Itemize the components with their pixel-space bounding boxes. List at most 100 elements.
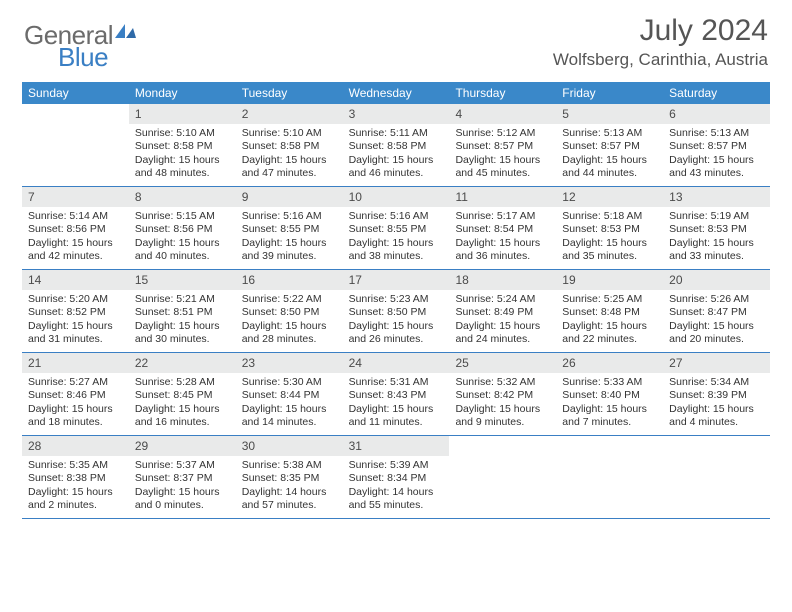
daylight1-text: Daylight: 15 hours (669, 403, 764, 416)
daylight2-text: and 20 minutes. (669, 333, 764, 346)
daylight2-text: and 40 minutes. (135, 250, 230, 263)
sunrise-text: Sunrise: 5:22 AM (242, 293, 337, 306)
calendar-cell: 15Sunrise: 5:21 AMSunset: 8:51 PMDayligh… (129, 270, 236, 352)
sunrise-text: Sunrise: 5:19 AM (669, 210, 764, 223)
day-number: 2 (236, 104, 343, 124)
calendar-cell: 17Sunrise: 5:23 AMSunset: 8:50 PMDayligh… (343, 270, 450, 352)
sunrise-text: Sunrise: 5:39 AM (349, 459, 444, 472)
sunrise-text: Sunrise: 5:14 AM (28, 210, 123, 223)
sunrise-text: Sunrise: 5:15 AM (135, 210, 230, 223)
sunset-text: Sunset: 8:55 PM (349, 223, 444, 236)
weekday-header-row: Sunday Monday Tuesday Wednesday Thursday… (22, 82, 770, 104)
calendar-cell: 11Sunrise: 5:17 AMSunset: 8:54 PMDayligh… (449, 187, 556, 269)
day-number: 28 (22, 436, 129, 456)
daylight1-text: Daylight: 15 hours (242, 154, 337, 167)
sunset-text: Sunset: 8:37 PM (135, 472, 230, 485)
daylight1-text: Daylight: 15 hours (28, 403, 123, 416)
calendar-cell: 23Sunrise: 5:30 AMSunset: 8:44 PMDayligh… (236, 353, 343, 435)
cell-body: Sunrise: 5:24 AMSunset: 8:49 PMDaylight:… (449, 290, 556, 352)
sunset-text: Sunset: 8:58 PM (242, 140, 337, 153)
cell-body (449, 442, 556, 450)
calendar-cell: 7Sunrise: 5:14 AMSunset: 8:56 PMDaylight… (22, 187, 129, 269)
cell-body: Sunrise: 5:10 AMSunset: 8:58 PMDaylight:… (236, 124, 343, 186)
day-number: 21 (22, 353, 129, 373)
daylight2-text: and 22 minutes. (562, 333, 657, 346)
cell-body: Sunrise: 5:16 AMSunset: 8:55 PMDaylight:… (343, 207, 450, 269)
daylight2-text: and 33 minutes. (669, 250, 764, 263)
calendar-cell (663, 436, 770, 518)
sunrise-text: Sunrise: 5:27 AM (28, 376, 123, 389)
sunrise-text: Sunrise: 5:11 AM (349, 127, 444, 140)
weekday-header: Monday (129, 82, 236, 104)
weekday-header: Wednesday (343, 82, 450, 104)
day-number: 5 (556, 104, 663, 124)
daylight1-text: Daylight: 15 hours (562, 237, 657, 250)
cell-body: Sunrise: 5:21 AMSunset: 8:51 PMDaylight:… (129, 290, 236, 352)
day-number: 26 (556, 353, 663, 373)
daylight1-text: Daylight: 15 hours (28, 486, 123, 499)
cell-body: Sunrise: 5:16 AMSunset: 8:55 PMDaylight:… (236, 207, 343, 269)
daylight1-text: Daylight: 15 hours (242, 403, 337, 416)
sunrise-text: Sunrise: 5:28 AM (135, 376, 230, 389)
sunset-text: Sunset: 8:45 PM (135, 389, 230, 402)
daylight2-text: and 35 minutes. (562, 250, 657, 263)
sunset-text: Sunset: 8:57 PM (562, 140, 657, 153)
daylight2-text: and 47 minutes. (242, 167, 337, 180)
sunset-text: Sunset: 8:56 PM (135, 223, 230, 236)
cell-body (22, 110, 129, 118)
sunrise-text: Sunrise: 5:13 AM (669, 127, 764, 140)
sunset-text: Sunset: 8:58 PM (135, 140, 230, 153)
cell-body: Sunrise: 5:38 AMSunset: 8:35 PMDaylight:… (236, 456, 343, 518)
cell-body: Sunrise: 5:17 AMSunset: 8:54 PMDaylight:… (449, 207, 556, 269)
cell-body: Sunrise: 5:14 AMSunset: 8:56 PMDaylight:… (22, 207, 129, 269)
calendar-cell: 9Sunrise: 5:16 AMSunset: 8:55 PMDaylight… (236, 187, 343, 269)
calendar-cell: 31Sunrise: 5:39 AMSunset: 8:34 PMDayligh… (343, 436, 450, 518)
daylight1-text: Daylight: 15 hours (28, 237, 123, 250)
day-number: 13 (663, 187, 770, 207)
cell-body: Sunrise: 5:13 AMSunset: 8:57 PMDaylight:… (663, 124, 770, 186)
daylight2-text: and 16 minutes. (135, 416, 230, 429)
sunrise-text: Sunrise: 5:24 AM (455, 293, 550, 306)
sunset-text: Sunset: 8:58 PM (349, 140, 444, 153)
day-number: 25 (449, 353, 556, 373)
daylight1-text: Daylight: 15 hours (562, 403, 657, 416)
cell-body: Sunrise: 5:19 AMSunset: 8:53 PMDaylight:… (663, 207, 770, 269)
daylight1-text: Daylight: 15 hours (349, 320, 444, 333)
cell-body: Sunrise: 5:35 AMSunset: 8:38 PMDaylight:… (22, 456, 129, 518)
sunrise-text: Sunrise: 5:30 AM (242, 376, 337, 389)
page-header: General Blue July 2024 Wolfsberg, Carint… (0, 0, 792, 76)
calendar-cell: 19Sunrise: 5:25 AMSunset: 8:48 PMDayligh… (556, 270, 663, 352)
daylight1-text: Daylight: 15 hours (562, 154, 657, 167)
sunrise-text: Sunrise: 5:13 AM (562, 127, 657, 140)
daylight1-text: Daylight: 15 hours (669, 237, 764, 250)
brand-name-blue: Blue (58, 42, 108, 73)
cell-body: Sunrise: 5:30 AMSunset: 8:44 PMDaylight:… (236, 373, 343, 435)
day-number: 4 (449, 104, 556, 124)
sunset-text: Sunset: 8:51 PM (135, 306, 230, 319)
cell-body: Sunrise: 5:10 AMSunset: 8:58 PMDaylight:… (129, 124, 236, 186)
daylight1-text: Daylight: 15 hours (669, 320, 764, 333)
cell-body: Sunrise: 5:13 AMSunset: 8:57 PMDaylight:… (556, 124, 663, 186)
daylight2-text: and 45 minutes. (455, 167, 550, 180)
cell-body: Sunrise: 5:22 AMSunset: 8:50 PMDaylight:… (236, 290, 343, 352)
day-number: 10 (343, 187, 450, 207)
sunset-text: Sunset: 8:40 PM (562, 389, 657, 402)
calendar-cell (556, 436, 663, 518)
sunrise-text: Sunrise: 5:25 AM (562, 293, 657, 306)
sunrise-text: Sunrise: 5:33 AM (562, 376, 657, 389)
weekday-header: Friday (556, 82, 663, 104)
sunrise-text: Sunrise: 5:35 AM (28, 459, 123, 472)
sunset-text: Sunset: 8:48 PM (562, 306, 657, 319)
cell-body: Sunrise: 5:12 AMSunset: 8:57 PMDaylight:… (449, 124, 556, 186)
daylight1-text: Daylight: 15 hours (455, 403, 550, 416)
sunset-text: Sunset: 8:47 PM (669, 306, 764, 319)
daylight2-text: and 55 minutes. (349, 499, 444, 512)
cell-body: Sunrise: 5:15 AMSunset: 8:56 PMDaylight:… (129, 207, 236, 269)
daylight1-text: Daylight: 15 hours (135, 486, 230, 499)
calendar-cell: 20Sunrise: 5:26 AMSunset: 8:47 PMDayligh… (663, 270, 770, 352)
sunset-text: Sunset: 8:44 PM (242, 389, 337, 402)
sunset-text: Sunset: 8:56 PM (28, 223, 123, 236)
cell-body: Sunrise: 5:11 AMSunset: 8:58 PMDaylight:… (343, 124, 450, 186)
daylight2-text: and 0 minutes. (135, 499, 230, 512)
day-number: 7 (22, 187, 129, 207)
